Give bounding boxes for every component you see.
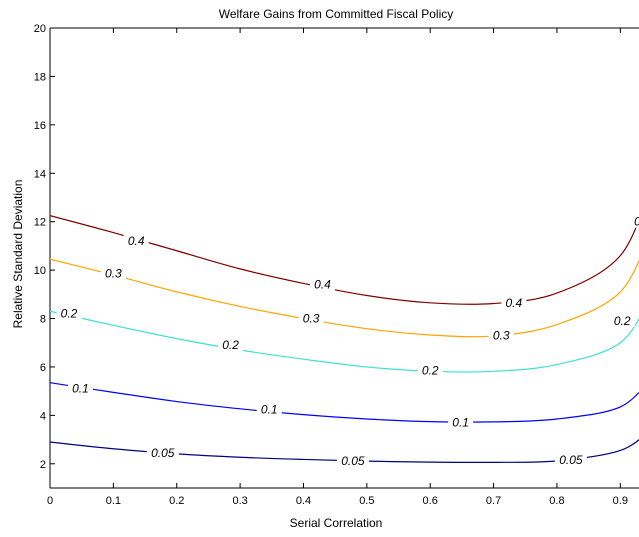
x-tick-label: 0.3 (232, 495, 247, 507)
y-tick-label: 12 (34, 217, 46, 229)
contour-label: 0.4 (128, 234, 145, 248)
x-tick-label: 0.9 (613, 495, 628, 507)
y-tick-label: 14 (34, 168, 46, 180)
y-tick-label: 20 (34, 23, 46, 35)
contour-label-bg (309, 277, 335, 291)
x-tick-label: 0.1 (106, 495, 121, 507)
contour-label-bg (256, 402, 282, 416)
contour-label-bg (609, 313, 635, 327)
y-tick-label: 8 (40, 314, 46, 326)
x-axis-label: Serial Correlation (290, 516, 383, 530)
contour-label-bg (56, 306, 82, 320)
contour-label: 0.1 (261, 402, 278, 416)
x-tick-label: 0.8 (549, 495, 564, 507)
contour-line-0-1 (50, 382, 639, 423)
x-tick-label: 0.6 (423, 495, 438, 507)
contour-label: 0.3 (105, 267, 122, 281)
x-tick-label: 0.5 (359, 495, 374, 507)
contour-label: 0.2 (422, 364, 439, 378)
contour-lines: 0.050.050.050.10.10.10.10.20.20.20.20.30… (50, 171, 639, 468)
contour-label: 0.4 (314, 278, 331, 292)
contour-label-bg (636, 171, 639, 185)
contour-label-bg (123, 234, 149, 248)
chart-title: Welfare Gains from Committed Fiscal Poli… (219, 7, 454, 21)
contour-label-bg (100, 266, 126, 280)
contour-label: 0.1 (452, 416, 469, 430)
plot-area: 0 0.1 0.2 0.3 0.4 0.5 0.6 0.7 0.8 0.9 2 4 6 8 10 12 14 16… (34, 23, 639, 507)
y-tick-label: 18 (34, 71, 46, 83)
contour-line-0-3 (50, 258, 639, 338)
contour-label: 0.4 (506, 296, 523, 310)
contour-label-bg (634, 379, 639, 393)
contour-label-bg (629, 214, 639, 228)
y-tick-label: 10 (34, 265, 46, 277)
contour-label-bg (67, 381, 93, 395)
contour-label: 0.2 (61, 307, 78, 321)
contour-label: 0.05 (151, 446, 175, 460)
y-tick-label: 4 (40, 410, 46, 422)
contour-label-bg (146, 445, 179, 459)
contour-label-bg (488, 328, 514, 342)
contour-label: 0.3 (493, 328, 510, 342)
x-tick-label: 0.2 (169, 495, 184, 507)
y-axis-label: Relative Standard Deviation (11, 180, 25, 329)
x-tick-label: 0.7 (486, 495, 501, 507)
contour-label-bg (298, 311, 324, 325)
contour-label: 0.05 (559, 453, 583, 467)
contour-label-bg (501, 295, 527, 309)
contour-label: 0.3 (303, 312, 320, 326)
contour-label-bg (448, 415, 474, 429)
y-tick-label: 6 (40, 362, 46, 374)
y-tick-label: 16 (34, 120, 46, 132)
contour-label: 0.2 (222, 338, 239, 352)
contour-label: 0.1 (72, 382, 89, 396)
contour-label-bg (218, 338, 244, 352)
contour-label: 0.3 (634, 215, 639, 229)
contour-label-bg (417, 363, 443, 377)
contour-label-bg (554, 453, 587, 467)
contour-label: 0.05 (341, 454, 365, 468)
x-tick-label: 0 (47, 495, 53, 507)
x-tick-label: 0.4 (296, 495, 311, 507)
y-tick-label: 2 (40, 459, 46, 471)
contour-line-0-4 (50, 215, 639, 305)
contour-line-0-2 (50, 310, 639, 373)
contour-label: 0.2 (614, 314, 631, 328)
contour-label-bg (336, 453, 369, 467)
